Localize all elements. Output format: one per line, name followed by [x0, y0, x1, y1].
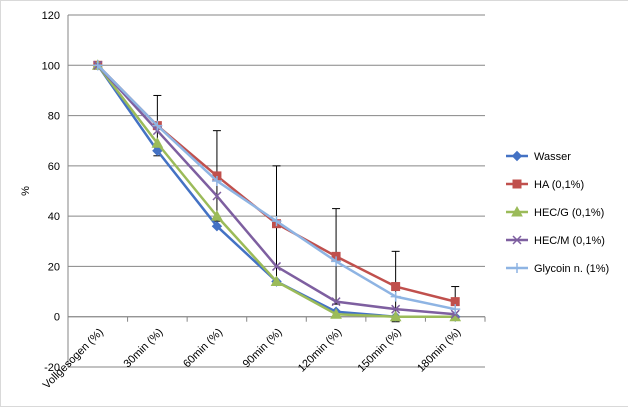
data-point	[330, 308, 342, 319]
data-point	[511, 150, 523, 162]
legend-label: Wasser	[534, 151, 571, 163]
data-point	[512, 263, 522, 273]
data-point	[211, 220, 223, 232]
data-point	[211, 210, 223, 221]
data-point	[152, 145, 163, 156]
error-bars	[153, 94, 460, 323]
data-point	[271, 261, 282, 271]
legend-label: HEC/G (0,1%)	[534, 207, 604, 219]
data-point	[151, 137, 164, 148]
data-point	[271, 216, 282, 227]
y-tick-label: 20	[48, 261, 60, 273]
y-tick-label: 40	[48, 211, 60, 223]
x-tick-label: 60min (%)	[181, 326, 225, 370]
y-tick-label: 0	[54, 312, 60, 324]
data-point	[270, 275, 283, 287]
x-tick-label: 90min (%)	[241, 326, 285, 370]
data-point	[450, 304, 461, 315]
x-tick-label: Vollgesogen (%)	[41, 326, 106, 391]
y-tick-label: 60	[48, 161, 60, 173]
data-point	[212, 191, 222, 201]
y-tick-label: 120	[42, 10, 60, 22]
data-point	[512, 235, 522, 245]
series-lines	[91, 59, 462, 322]
data-point	[390, 291, 401, 302]
data-point	[512, 179, 522, 189]
y-tick-label: 100	[42, 60, 60, 72]
data-point	[389, 310, 402, 322]
legend: Wasser HA (0,1%) HEC/G (0,1%) HEC/M (0,1%) G…	[506, 150, 609, 275]
y-tick-label: -20	[44, 362, 60, 374]
data-point	[331, 297, 341, 307]
data-point	[211, 175, 222, 186]
y-tick-label: 80	[48, 111, 60, 123]
data-point	[391, 304, 401, 314]
data-point	[511, 205, 523, 217]
legend-label: HEC/M (0,1%)	[534, 235, 605, 247]
legend-label: HA (0,1%)	[534, 179, 584, 191]
data-point	[92, 60, 103, 71]
y-axis-title: %	[20, 186, 32, 196]
axes: -20 0 20 40 60 80 100 120% Vollgesogen (%) 30min …	[20, 10, 486, 391]
x-tick-label: 30min (%)	[122, 326, 166, 370]
legend-label: Glycoin n. (1%)	[534, 263, 609, 275]
data-point	[450, 309, 460, 319]
data-point	[152, 120, 163, 131]
data-point	[391, 282, 401, 292]
data-point	[331, 256, 342, 267]
